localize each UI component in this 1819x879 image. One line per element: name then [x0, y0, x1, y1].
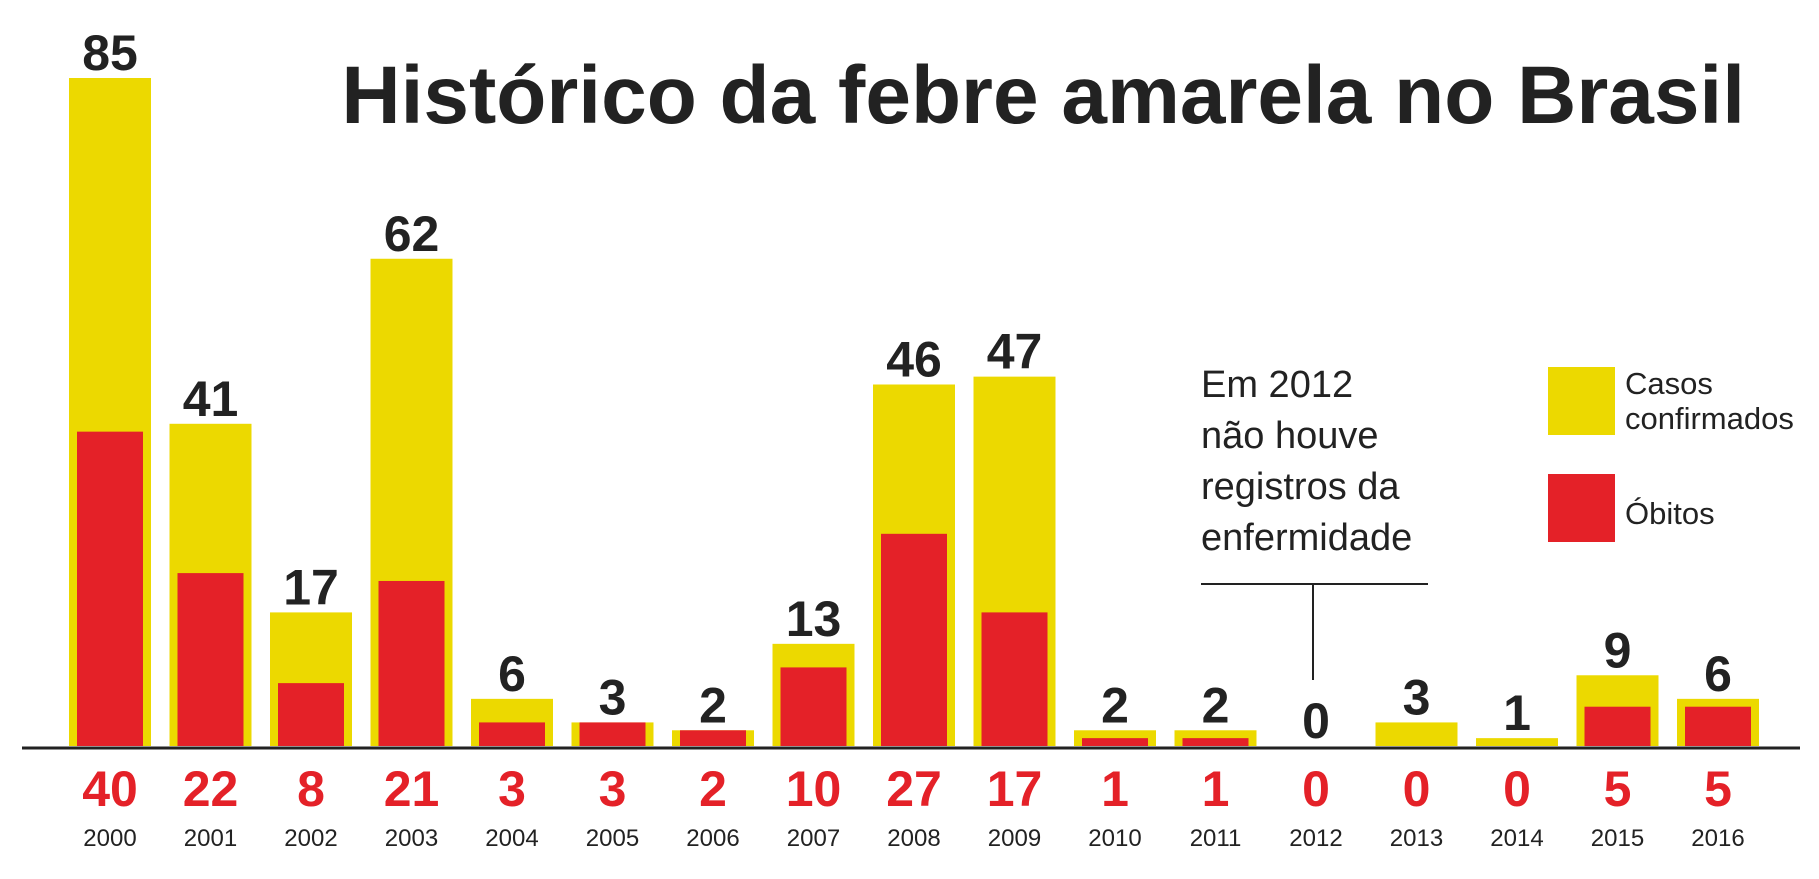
- cases-value-label-2000: 85: [82, 25, 138, 81]
- deaths-value-label-2014: 0: [1503, 761, 1531, 817]
- bar-deaths-2004: [479, 722, 545, 746]
- cases-value-label-2002: 17: [283, 559, 339, 615]
- cases-value-label-2016: 6: [1704, 646, 1732, 702]
- bar-deaths-2011: [1182, 738, 1249, 746]
- x-tick-label-2007: 2007: [787, 825, 840, 852]
- x-tick-label-2014: 2014: [1490, 825, 1543, 852]
- legend-label-cases-line1: Casos: [1625, 366, 1713, 401]
- x-tick-label-2008: 2008: [887, 825, 940, 852]
- annotation-2012: Em 2012 não houve registros da enfermida…: [1201, 364, 1428, 680]
- cases-value-label-2003: 62: [384, 206, 440, 262]
- deaths-value-label-2012: 0: [1302, 761, 1330, 817]
- deaths-value-label-2013: 0: [1403, 761, 1431, 817]
- annotation-line-3: registros da: [1201, 466, 1400, 508]
- x-tick-label-2004: 2004: [485, 825, 538, 852]
- x-tick-label-2002: 2002: [284, 825, 337, 852]
- deaths-value-label-2011: 1: [1202, 761, 1230, 817]
- x-tick-label-2001: 2001: [184, 825, 237, 852]
- annotation-line-4: enfermidade: [1201, 517, 1412, 559]
- x-tick-label-2000: 2000: [83, 825, 136, 852]
- deaths-value-label-2000: 40: [82, 761, 138, 817]
- x-tick-label-2006: 2006: [686, 825, 739, 852]
- bar-deaths-2015: [1584, 706, 1651, 746]
- legend: Casos confirmados Óbitos: [1548, 366, 1794, 542]
- cases-value-label-2009: 47: [987, 324, 1043, 380]
- labels-layer: 8540200041222001178200262212003632004332…: [82, 25, 1745, 852]
- bar-deaths-2006: [680, 730, 746, 746]
- bar-deaths-2000: [77, 431, 143, 746]
- deaths-value-label-2009: 17: [987, 761, 1043, 817]
- deaths-value-label-2006: 2: [699, 761, 727, 817]
- bar-cases-2013: [1375, 722, 1458, 746]
- cases-value-label-2011: 2: [1202, 677, 1230, 733]
- x-tick-label-2005: 2005: [586, 825, 639, 852]
- bar-deaths-2002: [278, 683, 344, 746]
- cases-value-label-2006: 2: [699, 677, 727, 733]
- bars-layer: [69, 78, 1759, 746]
- legend-label-cases-line2: confirmados: [1625, 401, 1794, 436]
- cases-value-label-2001: 41: [183, 371, 239, 427]
- cases-value-label-2005: 3: [599, 669, 627, 725]
- legend-label-deaths: Óbitos: [1625, 496, 1715, 531]
- deaths-value-label-2003: 21: [384, 761, 440, 817]
- bar-deaths-2001: [177, 573, 244, 746]
- bar-cases-2014: [1476, 738, 1558, 746]
- annotation-line-2: não houve: [1201, 415, 1379, 457]
- cases-value-label-2010: 2: [1101, 677, 1129, 733]
- legend-swatch-deaths: [1548, 474, 1615, 542]
- x-tick-label-2009: 2009: [988, 825, 1041, 852]
- deaths-value-label-2001: 22: [183, 761, 239, 817]
- cases-value-label-2014: 1: [1503, 685, 1531, 741]
- bar-deaths-2010: [1082, 738, 1148, 746]
- cases-value-label-2004: 6: [498, 646, 526, 702]
- x-tick-label-2003: 2003: [385, 825, 438, 852]
- deaths-value-label-2007: 10: [786, 761, 842, 817]
- deaths-value-label-2005: 3: [599, 761, 627, 817]
- bar-deaths-2007: [780, 667, 847, 746]
- x-tick-label-2016: 2016: [1691, 825, 1744, 852]
- bar-deaths-2009: [981, 612, 1048, 746]
- bar-deaths-2003: [378, 580, 445, 746]
- cases-value-label-2012: 0: [1302, 693, 1330, 749]
- bar-deaths-2008: [881, 533, 947, 746]
- legend-swatch-cases: [1548, 367, 1615, 435]
- x-tick-label-2012: 2012: [1289, 825, 1342, 852]
- cases-value-label-2015: 9: [1604, 622, 1632, 678]
- cases-value-label-2008: 46: [886, 331, 942, 387]
- bar-deaths-2016: [1685, 706, 1751, 746]
- chart-title: Histórico da febre amarela no Brasil: [341, 50, 1745, 141]
- deaths-value-label-2002: 8: [297, 761, 325, 817]
- deaths-value-label-2004: 3: [498, 761, 526, 817]
- x-tick-label-2013: 2013: [1390, 825, 1443, 852]
- annotation-line-1: Em 2012: [1201, 364, 1353, 406]
- cases-value-label-2013: 3: [1403, 669, 1431, 725]
- deaths-value-label-2016: 5: [1704, 761, 1732, 817]
- x-tick-label-2010: 2010: [1088, 825, 1141, 852]
- cases-value-label-2007: 13: [786, 591, 842, 647]
- bar-deaths-2005: [579, 722, 646, 746]
- deaths-value-label-2010: 1: [1101, 761, 1129, 817]
- deaths-value-label-2015: 5: [1604, 761, 1632, 817]
- x-tick-label-2011: 2011: [1190, 825, 1242, 852]
- deaths-value-label-2008: 27: [886, 761, 942, 817]
- x-tick-label-2015: 2015: [1591, 825, 1644, 852]
